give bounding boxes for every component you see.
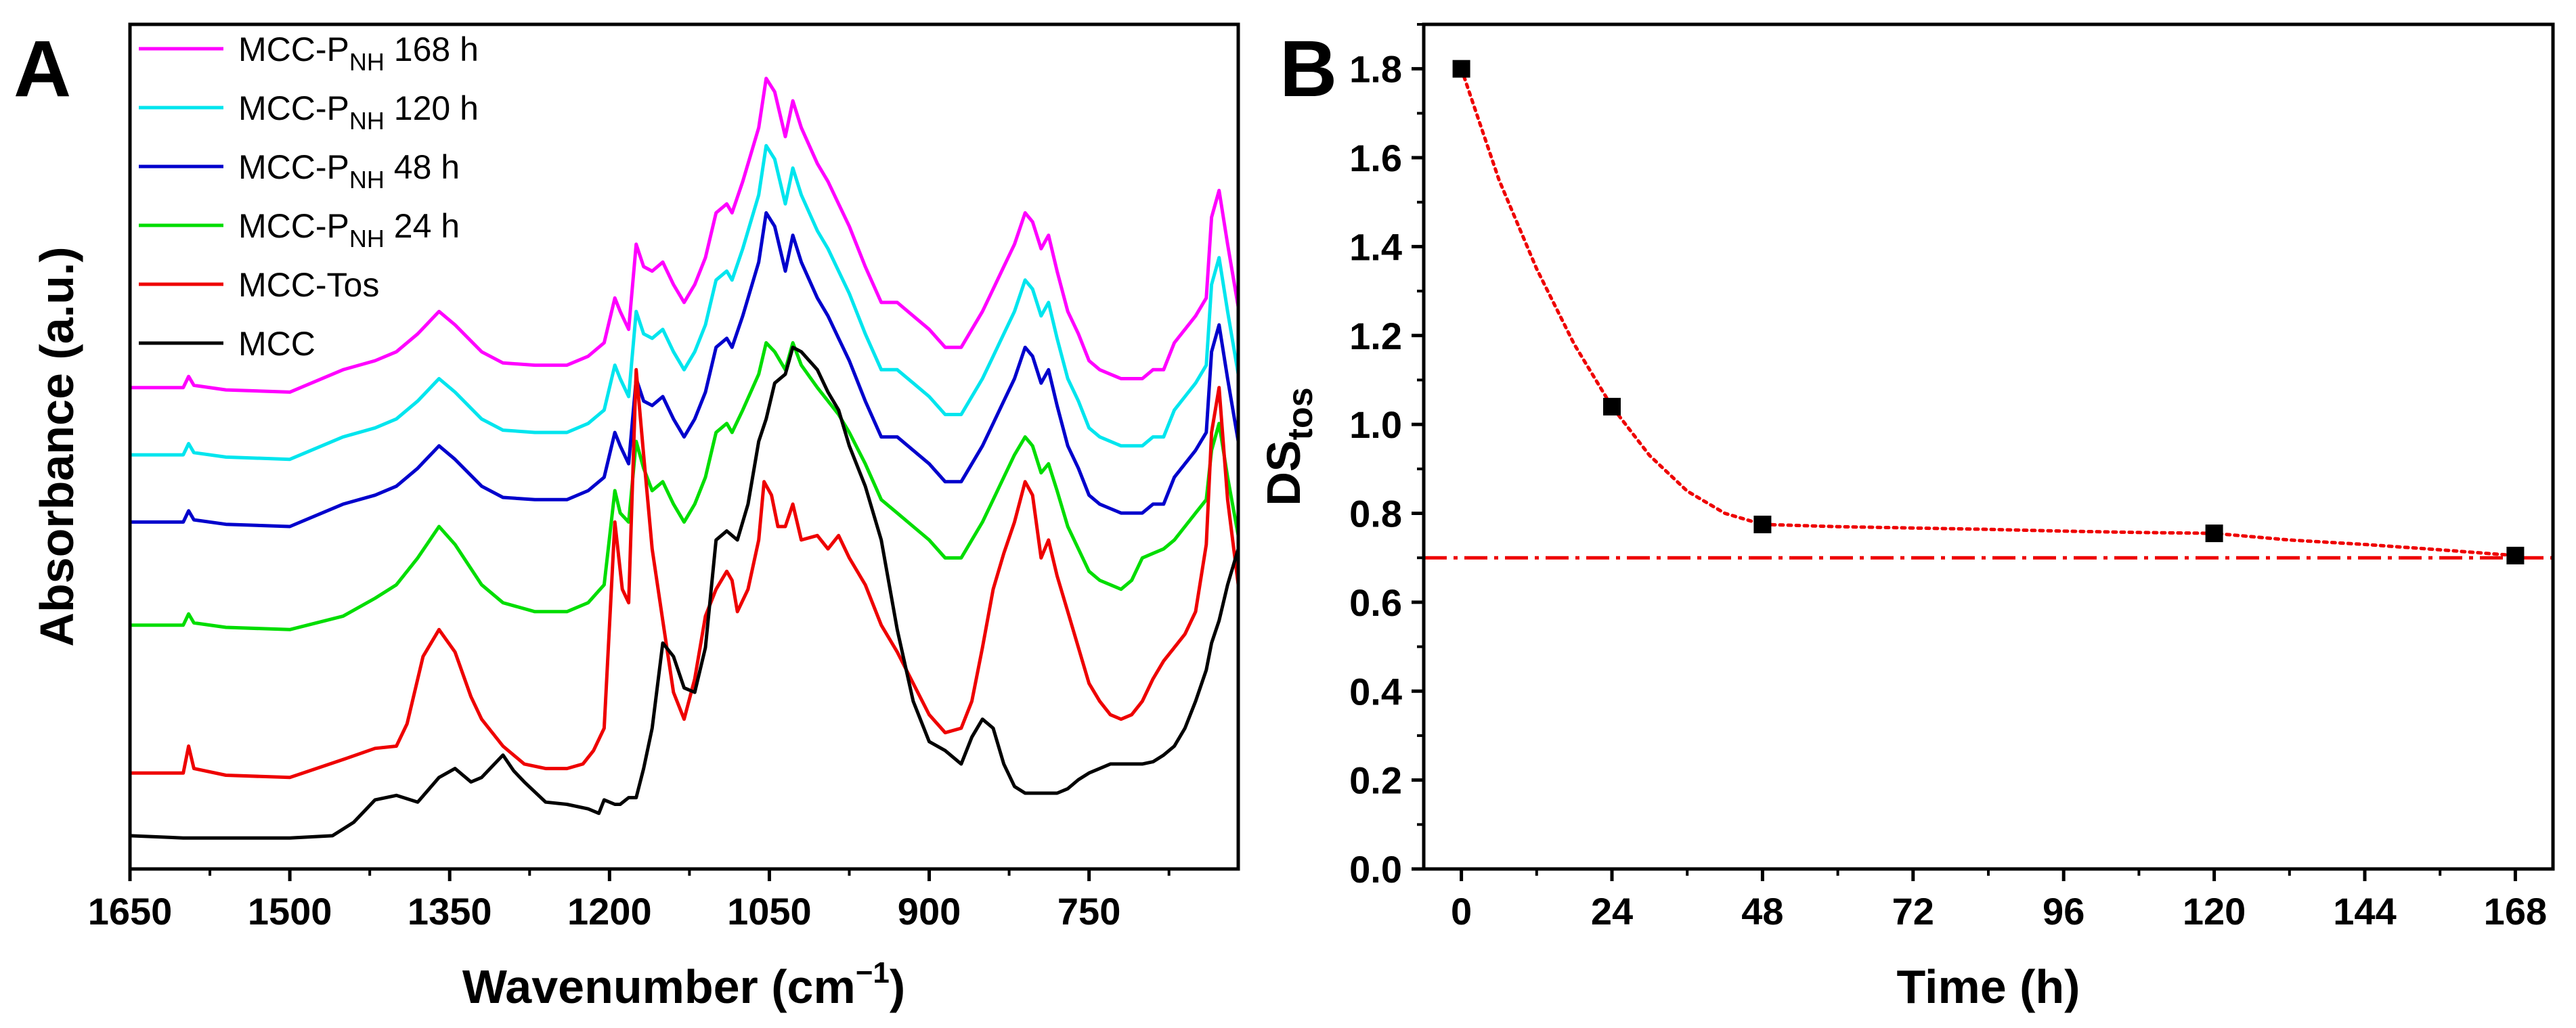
data-point-t24: [1603, 397, 1621, 416]
legend-item-mcc-p-nh-120-h: MCC-PNH 120 h: [139, 89, 479, 135]
b-y-tick-label: 1.0: [1349, 403, 1402, 446]
b-x-tick-label: 72: [1892, 890, 1934, 933]
data-point-t0: [1452, 60, 1470, 78]
panel-a: A 1650 1500 1350 1200 1050 900 750 MCC-PNH 168…: [14, 22, 1240, 1013]
b-x-tick-label: 24: [1591, 890, 1633, 933]
b-y-tick-label: 0.2: [1349, 759, 1402, 802]
data-point-t168: [2506, 546, 2525, 564]
panel-b-letter: B: [1280, 24, 1337, 114]
spectrum-mcc-tos: [130, 367, 1240, 780]
panel-a-x-axis-title: Wavenumber (cm−1): [462, 956, 905, 1013]
panel-a-plot-frame: [128, 22, 1240, 871]
b-y-tick-label: 1.4: [1349, 225, 1402, 268]
b-x-tick-label: 168: [2484, 890, 2547, 933]
spectrum-mcc: [129, 345, 1240, 840]
data-point-t120: [2205, 524, 2223, 543]
a-x-tick-label: 750: [1057, 890, 1120, 933]
a-x-tick-label: 1050: [727, 890, 812, 933]
panel-b-x-axis-title: Time (h): [1897, 960, 2080, 1013]
a-x-tick-label: 1500: [248, 890, 332, 933]
panel-b-y-axis-title: DStos: [1257, 387, 1320, 506]
legend-item-mcc-p-nh-48-h: MCC-PNH 48 h: [139, 148, 460, 194]
panel-a-y-axis-title: Absorbance (a.u.): [30, 246, 83, 646]
b-y-tick-label: 1.2: [1349, 315, 1402, 357]
panel-a-spectra: [129, 76, 1240, 840]
spectrum-mcc-pnh-48-h: [130, 211, 1240, 529]
b-x-tick-label: 96: [2043, 890, 2084, 933]
a-x-tick-label: 1650: [88, 890, 173, 933]
legend-item-mcc: MCC: [139, 325, 315, 363]
a-x-tick-label: 900: [898, 890, 961, 933]
b-y-tick-label: 1.6: [1349, 137, 1402, 179]
panel-a-legend: MCC-PNH 168 h MCC-PNH 120 h MCC-PNH 48 h MC…: [139, 30, 479, 363]
legend-item-mcc-p-nh-168-h: MCC-PNH 168 h: [139, 30, 479, 76]
legend-label: MCC-PNH 48 h: [238, 148, 460, 194]
legend-label: MCC-PNH 168 h: [238, 30, 479, 76]
panel-b-x-ticks: 0 24 48 72 96 120 144 168: [1451, 869, 2547, 933]
panel-a-x-ticks: 1650 1500 1350 1200 1050 900 750: [88, 869, 1171, 933]
b-y-tick-label: 0.0: [1349, 848, 1402, 891]
panel-b-series: [1424, 60, 2553, 564]
panel-a-letter: A: [14, 24, 71, 114]
b-x-tick-label: 120: [2183, 890, 2246, 933]
spectrum-mcc-pnh-120-h: [130, 143, 1240, 462]
panel-b: B 0 24 48 72 96 120 144 168 0.0 0.2 0.4 0.6 0.8 1.0 1…: [1257, 22, 2555, 1013]
b-x-tick-label: 144: [2333, 890, 2396, 933]
spectrum-mcc-pnh-24-h: [130, 341, 1240, 631]
legend-label: MCC: [238, 325, 315, 363]
legend-item-mcc-tos: MCC-Tos: [139, 266, 379, 304]
spectrum-mcc-pnh-168-h: [130, 76, 1240, 394]
b-x-tick-label: 0: [1451, 890, 1472, 933]
b-y-tick-label: 0.8: [1349, 493, 1402, 535]
a-x-tick-label: 1200: [567, 890, 652, 933]
legend-label: MCC-Tos: [238, 266, 379, 304]
b-x-tick-label: 48: [1741, 890, 1783, 933]
fit-curve: [1460, 67, 2517, 558]
b-y-tick-label: 1.8: [1349, 48, 1402, 91]
b-y-tick-label: 0.6: [1349, 581, 1402, 624]
legend-label: MCC-PNH 120 h: [238, 89, 479, 135]
panel-b-y-ticks: 0.0 0.2 0.4 0.6 0.8 1.0 1.2 1.4 1.6 1.8: [1349, 23, 1424, 891]
legend-label: MCC-PNH 24 h: [238, 207, 460, 252]
b-y-tick-label: 0.4: [1349, 670, 1402, 713]
data-point-t48: [1753, 515, 1772, 533]
legend-item-mcc-p-nh-24-h: MCC-PNH 24 h: [139, 207, 460, 252]
a-x-tick-label: 1350: [408, 890, 492, 933]
